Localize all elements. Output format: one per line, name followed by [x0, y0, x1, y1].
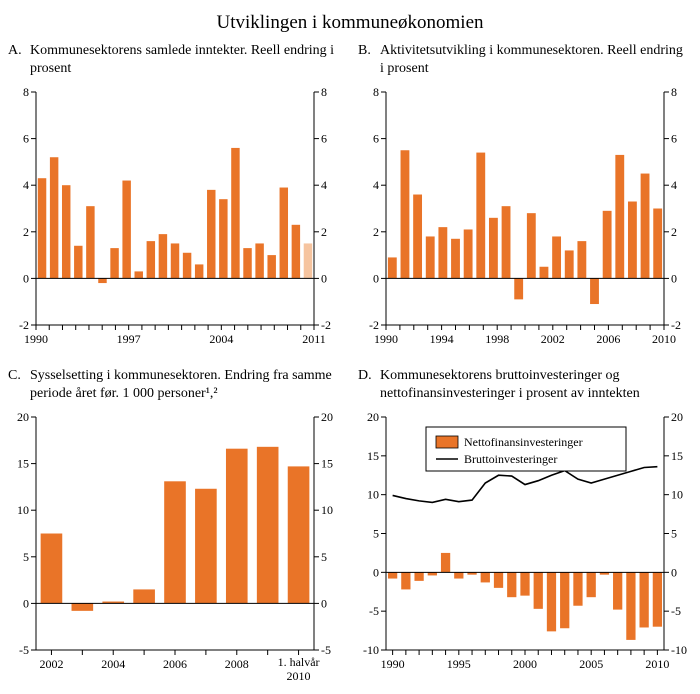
- svg-text:2002: 2002: [541, 332, 565, 346]
- svg-text:2: 2: [373, 225, 379, 239]
- svg-text:2004: 2004: [101, 657, 125, 671]
- svg-text:5: 5: [321, 550, 327, 564]
- panel-b: B. Aktivitetsutvikling i kommunesektoren…: [350, 40, 700, 365]
- panel-a-title-text: Kommunesektorens samlede inntekter. Reel…: [30, 42, 340, 77]
- panel-d: D. Kommunesektorens bruttoinvesteringer …: [350, 365, 700, 690]
- svg-text:2: 2: [23, 225, 29, 239]
- svg-text:5: 5: [373, 527, 379, 541]
- svg-text:1994: 1994: [430, 332, 454, 346]
- svg-text:0: 0: [373, 565, 379, 579]
- panel-b-title-text: Aktivitetsutvikling i kommunesektoren. R…: [380, 42, 690, 77]
- panel-b-plot: -2 -2 0 0 2 2 4 4 6 6 8 8 1990 1994 1998 2002 2006 2010: [356, 86, 694, 359]
- svg-text:0: 0: [671, 271, 677, 285]
- svg-text:0: 0: [321, 596, 327, 610]
- svg-text:-2: -2: [671, 318, 681, 332]
- svg-text:20: 20: [367, 411, 379, 424]
- svg-text:-5: -5: [321, 643, 331, 657]
- svg-text:6: 6: [373, 132, 379, 146]
- svg-text:4: 4: [23, 178, 29, 192]
- svg-text:2: 2: [671, 225, 677, 239]
- svg-text:20: 20: [671, 411, 683, 424]
- svg-text:2004: 2004: [209, 332, 233, 346]
- svg-text:2010: 2010: [645, 657, 669, 671]
- svg-text:15: 15: [367, 449, 379, 463]
- panel-b-letter: B.: [358, 42, 380, 60]
- svg-text:1. halvår: 1. halvår: [278, 655, 320, 669]
- svg-text:0: 0: [23, 271, 29, 285]
- svg-text:2002: 2002: [39, 657, 63, 671]
- svg-text:0: 0: [671, 565, 677, 579]
- panel-a-title: A. Kommunesektorens samlede inntekter. R…: [6, 40, 344, 80]
- svg-text:2006: 2006: [163, 657, 187, 671]
- svg-text:20: 20: [321, 411, 333, 424]
- svg-text:-10: -10: [671, 643, 687, 657]
- svg-text:10: 10: [321, 503, 333, 517]
- panel-d-letter: D.: [358, 367, 380, 385]
- svg-text:2: 2: [321, 225, 327, 239]
- svg-text:-10: -10: [363, 643, 379, 657]
- svg-text:8: 8: [23, 86, 29, 99]
- svg-text:Nettofinansinvesteringer: Nettofinansinvesteringer: [464, 435, 583, 449]
- svg-text:4: 4: [373, 178, 379, 192]
- panel-d-title: D. Kommunesektorens bruttoinvesteringer …: [356, 365, 694, 405]
- panel-grid: A. Kommunesektorens samlede inntekter. R…: [0, 40, 700, 690]
- svg-text:2005: 2005: [579, 657, 603, 671]
- svg-text:6: 6: [321, 132, 327, 146]
- svg-text:4: 4: [671, 178, 677, 192]
- figure-title: Utviklingen i kommuneøkonomien: [0, 0, 700, 40]
- figure: Utviklingen i kommuneøkonomien A. Kommun…: [0, 0, 700, 694]
- svg-text:-2: -2: [369, 318, 379, 332]
- svg-text:1997: 1997: [117, 332, 141, 346]
- panel-a-letter: A.: [8, 42, 30, 60]
- panel-d-title-text: Kommunesektorens bruttoinvesteringer og …: [380, 367, 690, 402]
- svg-text:10: 10: [17, 503, 29, 517]
- svg-text:Bruttoinvesteringer: Bruttoinvesteringer: [464, 452, 557, 466]
- svg-text:1998: 1998: [485, 332, 509, 346]
- svg-text:2010: 2010: [652, 332, 676, 346]
- svg-text:6: 6: [671, 132, 677, 146]
- svg-text:5: 5: [23, 550, 29, 564]
- svg-text:2006: 2006: [596, 332, 620, 346]
- svg-text:2010: 2010: [287, 669, 311, 683]
- panel-c: C. Sysselsetting i kommunesektoren. Endr…: [0, 365, 350, 690]
- svg-text:8: 8: [671, 86, 677, 99]
- svg-text:0: 0: [321, 271, 327, 285]
- svg-text:2000: 2000: [513, 657, 537, 671]
- panel-c-letter: C.: [8, 367, 30, 385]
- svg-text:4: 4: [321, 178, 327, 192]
- svg-text:10: 10: [671, 488, 683, 502]
- svg-text:1990: 1990: [381, 657, 405, 671]
- panel-c-title: C. Sysselsetting i kommunesektoren. Endr…: [6, 365, 344, 405]
- svg-text:1990: 1990: [24, 332, 48, 346]
- svg-text:0: 0: [373, 271, 379, 285]
- svg-text:2011: 2011: [302, 332, 326, 346]
- panel-c-plot: -5 -5 0 0 5 5 10 10 15 15 20 20 2002 2004 2006 2008 1. h…: [6, 411, 344, 684]
- svg-text:15: 15: [17, 457, 29, 471]
- svg-text:10: 10: [367, 488, 379, 502]
- svg-text:15: 15: [671, 449, 683, 463]
- svg-text:5: 5: [671, 527, 677, 541]
- panel-c-title-text: Sysselsetting i kommunesektoren. Endring…: [30, 367, 340, 402]
- svg-text:-2: -2: [321, 318, 331, 332]
- svg-text:1995: 1995: [447, 657, 471, 671]
- svg-text:-2: -2: [19, 318, 29, 332]
- svg-text:8: 8: [321, 86, 327, 99]
- panel-d-plot: -10 -10 -5 -5 0 0 5 5 10 10 15 15 20 20 1990 1995 2000 20…: [356, 411, 694, 684]
- panel-b-title: B. Aktivitetsutvikling i kommunesektoren…: [356, 40, 694, 80]
- panel-a-plot: -2 -2 0 0 2 2 4 4 6 6 8 8 1990 1997 2004 2011: [6, 86, 344, 359]
- panel-a: A. Kommunesektorens samlede inntekter. R…: [0, 40, 350, 365]
- svg-text:8: 8: [373, 86, 379, 99]
- svg-text:-5: -5: [369, 604, 379, 618]
- svg-text:0: 0: [23, 596, 29, 610]
- svg-text:2008: 2008: [225, 657, 249, 671]
- svg-text:6: 6: [23, 132, 29, 146]
- svg-text:20: 20: [17, 411, 29, 424]
- svg-text:-5: -5: [19, 643, 29, 657]
- svg-text:15: 15: [321, 457, 333, 471]
- svg-text:-5: -5: [671, 604, 681, 618]
- svg-text:1990: 1990: [374, 332, 398, 346]
